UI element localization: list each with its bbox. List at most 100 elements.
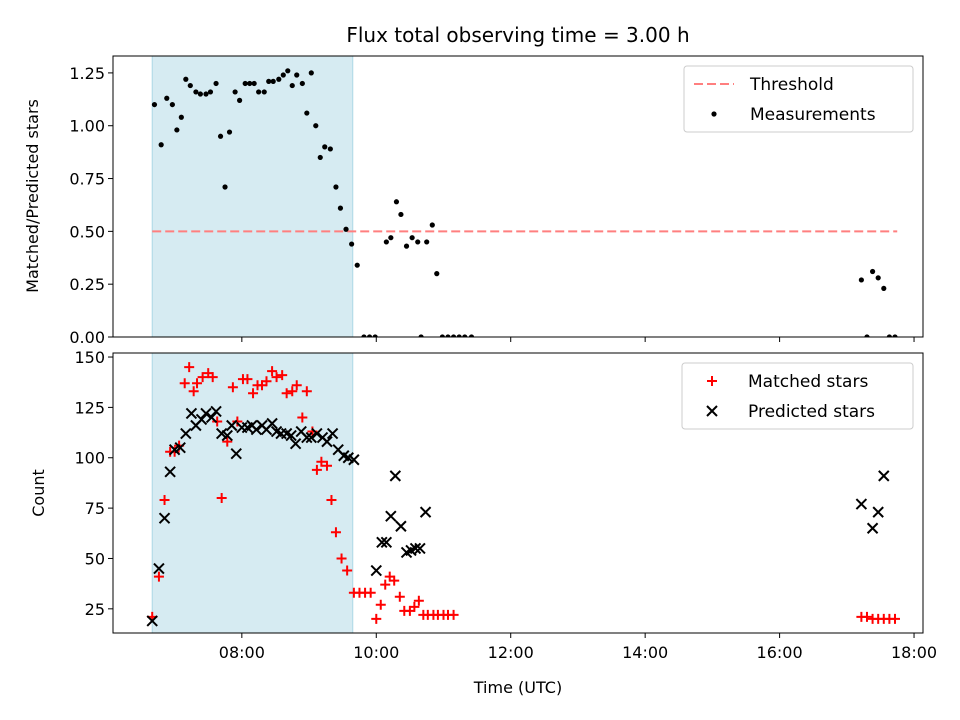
data-point (886, 334, 892, 337)
ratio-panel: 0.00 0.25 0.50 0.75 1.00 1.25 Threshold Measure… (69, 55, 924, 347)
data-point (375, 599, 386, 610)
x-tick-label: 12:00 (488, 643, 534, 662)
data-point (146, 615, 158, 627)
data-point (174, 441, 186, 454)
data-point (193, 89, 199, 95)
data-point (864, 334, 870, 337)
data-point (330, 527, 341, 538)
y-tick-label: 50 (85, 549, 105, 568)
legend-label: Threshold (749, 75, 834, 95)
data-point (226, 129, 233, 135)
data-point (419, 506, 432, 518)
data-point (326, 495, 337, 506)
data-point (409, 235, 415, 241)
data-point (276, 76, 282, 82)
legend-label: Measurements (750, 105, 876, 125)
data-point (266, 78, 272, 84)
data-point (247, 80, 253, 87)
series-predicted-stars (146, 405, 890, 627)
data-point (174, 127, 180, 133)
data-point (301, 386, 312, 397)
legend-marker (711, 111, 717, 117)
data-point (227, 382, 238, 393)
legend-label: Matched stars (748, 372, 868, 392)
y-tick-label: 150 (74, 348, 105, 367)
x-tick-label: 10:00 (353, 643, 399, 662)
axes-frame (112, 55, 924, 338)
data-point (361, 334, 367, 337)
y-axis-label-count: Count (29, 469, 48, 517)
data-point (285, 68, 291, 74)
data-point (305, 431, 318, 444)
axes-frame (112, 352, 924, 634)
observing-window-span (151, 352, 354, 634)
data-point (881, 285, 887, 292)
data-point (456, 334, 462, 337)
data-point (445, 334, 451, 337)
data-point (370, 564, 382, 577)
data-point (348, 454, 360, 466)
y-tick-label: 25 (85, 600, 105, 619)
data-point (354, 262, 360, 268)
data-point (256, 89, 262, 95)
data-point (197, 372, 208, 383)
data-point (299, 80, 305, 87)
data-point (207, 372, 218, 383)
legend-marker (707, 376, 717, 386)
data-point (164, 466, 176, 478)
data-point (385, 510, 397, 522)
data-point (393, 199, 400, 205)
data-point (242, 374, 253, 385)
data-point (221, 429, 233, 442)
y-tick-label: 1.00 (69, 117, 105, 136)
data-point (178, 114, 184, 120)
data-point (151, 101, 158, 108)
y-tick-label: 75 (85, 499, 105, 518)
data-point (343, 226, 349, 232)
data-point (311, 464, 322, 475)
data-point (251, 80, 257, 87)
data-point (217, 133, 224, 139)
data-point (232, 416, 243, 427)
data-point (213, 80, 219, 87)
data-point (383, 239, 389, 245)
data-point (409, 542, 422, 555)
data-point (261, 376, 272, 387)
data-point (372, 334, 378, 337)
x-tick-label: 16:00 (757, 643, 803, 662)
series-matched-stars (147, 362, 900, 624)
plot-area (146, 362, 900, 627)
y-tick-label: 0.00 (69, 328, 105, 347)
data-point (414, 542, 426, 555)
data-point (321, 435, 333, 448)
data-point (380, 579, 391, 590)
data-point (866, 522, 879, 534)
y-tick-label: 1.25 (69, 64, 105, 83)
data-point (371, 613, 382, 624)
data-point (180, 427, 192, 440)
y-axis-label-ratio: Matched/Predicted stars (23, 99, 42, 293)
legend-label: Predicted stars (748, 402, 875, 422)
data-point (342, 565, 353, 576)
data-point (317, 154, 323, 161)
data-point (448, 609, 459, 620)
data-point (337, 205, 344, 211)
data-point (321, 460, 332, 471)
data-point (439, 334, 445, 337)
data-point (889, 613, 900, 624)
data-point (187, 82, 193, 89)
data-point (192, 378, 203, 389)
x-tick-label: 18:00 (891, 643, 937, 662)
y-tick-label: 125 (74, 398, 105, 417)
data-point (294, 72, 300, 78)
data-point (222, 436, 233, 447)
data-point (183, 76, 189, 82)
y-tick-label: 100 (74, 449, 105, 468)
data-point (462, 334, 468, 337)
data-point (380, 536, 393, 549)
data-point (394, 591, 405, 602)
figure-title: Flux total observing time = 3.00 h (346, 23, 689, 47)
legend: Threshold Measurements (683, 65, 914, 133)
data-point (285, 429, 297, 442)
